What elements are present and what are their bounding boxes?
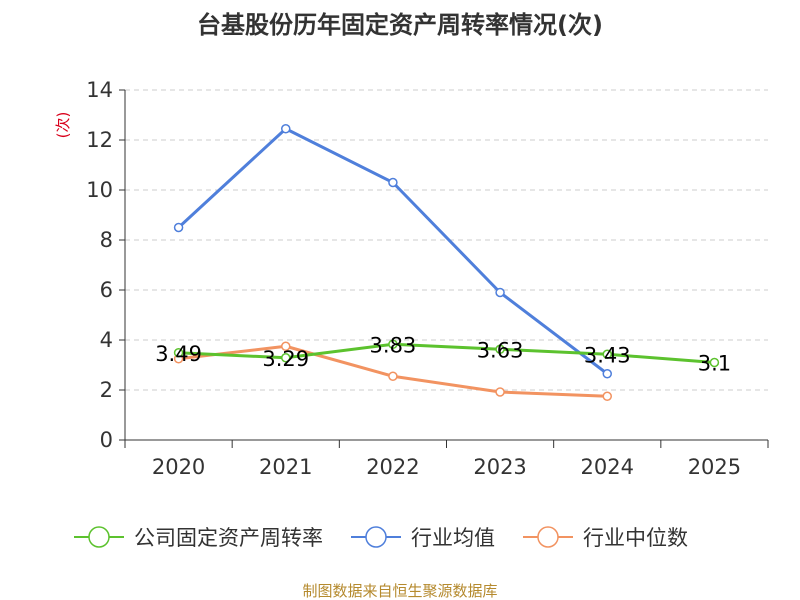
x-tick-label-2: 2022 (366, 455, 419, 479)
x-tick-label-1: 2021 (259, 455, 312, 479)
y-tick-label-0: 0 (100, 428, 113, 452)
series-0-point-1 (281, 353, 291, 363)
series-group (173, 124, 720, 401)
series-1-point-3 (495, 287, 505, 298)
series-2-point-4 (602, 391, 612, 401)
series-1-point-4 (602, 369, 612, 379)
legend-marker-2 (537, 526, 559, 548)
legend-marker-0 (88, 526, 110, 548)
y-tick-label-3: 6 (100, 278, 113, 302)
x-tick-label-5: 2025 (688, 455, 741, 479)
grid-lines (125, 89, 768, 391)
x-tick-label-3: 2023 (473, 455, 526, 479)
data-label-4: 3.43 (584, 343, 631, 367)
y-tick-label-4: 8 (100, 228, 113, 252)
legend-marker-1 (365, 526, 387, 548)
legend-text-1: 行业均值 (411, 526, 495, 550)
y-tick-label-7: 14 (86, 78, 113, 102)
chart-title: 台基股份历年固定资产周转率情况(次) (197, 11, 603, 39)
x-tick-label-0: 2020 (152, 455, 205, 479)
series-2-point-1 (281, 341, 291, 351)
data-label-0: 3.49 (155, 342, 202, 366)
series-0-point-0 (173, 348, 184, 358)
series-0-point-2 (388, 339, 398, 349)
data-label-2: 3.83 (370, 333, 417, 357)
data-label-5: 3.1 (698, 352, 731, 376)
data-label-3: 3.63 (477, 338, 524, 362)
y-tick-label-6: 12 (86, 128, 113, 152)
source-note: 制图数据来自恒生聚源数据库 (302, 582, 497, 600)
series-2-point-3 (495, 387, 505, 397)
x-tick-label-4: 2024 (581, 455, 634, 479)
y-tick-label-2: 4 (100, 328, 113, 352)
series-1-point-0 (173, 222, 184, 233)
y-tick-label-5: 10 (86, 178, 113, 202)
legend-text-0: 公司固定资产周转率 (134, 526, 323, 550)
legend-text-2: 行业中位数 (583, 526, 688, 550)
data-label-1: 3.29 (262, 347, 309, 371)
series-2-point-2 (388, 371, 398, 381)
series-1-point-1 (281, 124, 291, 134)
data-labels: 3.49 3.29 3.83 3.63 3.43 3.1 (155, 333, 731, 375)
legend: 公司固定资产周转率 行业均值 行业中位数 (74, 526, 688, 550)
series-0-point-5 (709, 357, 720, 368)
series-0-point-3 (495, 344, 505, 354)
series-0-point-4 (602, 349, 612, 359)
series-line-0 (178, 342, 715, 364)
y-axis-label: (次) (54, 112, 72, 139)
series-1-point-2 (388, 177, 398, 188)
axes: 0 2 4 6 8 10 12 14 2020 2021 2022 2023 2024 2025 (86, 78, 769, 479)
y-tick-label-1: 2 (100, 378, 113, 402)
